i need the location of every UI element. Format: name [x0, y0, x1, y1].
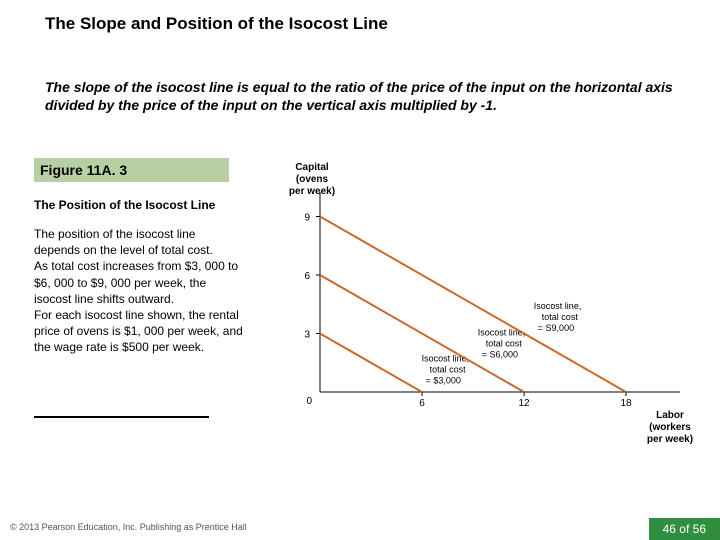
svg-text:Isocost line,: Isocost line,	[422, 354, 470, 364]
divider-line	[34, 416, 209, 418]
svg-text:18: 18	[620, 398, 632, 409]
page-number-badge: 46 of 56	[649, 518, 720, 540]
svg-text:(ovens: (ovens	[296, 174, 329, 185]
svg-text:total cost: total cost	[542, 312, 579, 322]
svg-text:per week): per week)	[647, 434, 693, 445]
svg-text:Labor: Labor	[656, 410, 684, 421]
svg-text:0: 0	[306, 396, 312, 407]
description-text: The slope of the isocost line is equal t…	[45, 78, 675, 114]
page-title: The Slope and Position of the Isocost Li…	[45, 14, 388, 34]
svg-text:= $3,000: = $3,000	[426, 376, 461, 386]
svg-text:per week): per week)	[289, 186, 335, 197]
svg-text:12: 12	[518, 398, 530, 409]
svg-text:6: 6	[419, 398, 425, 409]
svg-text:Isocost line,: Isocost line,	[478, 327, 526, 337]
svg-text:total cost: total cost	[430, 365, 467, 375]
copyright-text: © 2013 Pearson Education, Inc. Publishin…	[10, 522, 247, 532]
figure-body-text: The position of the isocost line depends…	[34, 226, 244, 356]
svg-text:= S6,000: = S6,000	[482, 349, 518, 359]
svg-text:9: 9	[304, 213, 310, 224]
svg-text:Capital: Capital	[295, 162, 329, 173]
figure-label: Figure 11A. 3	[34, 158, 229, 182]
svg-text:Isocost line,: Isocost line,	[534, 301, 582, 311]
isocost-chart: Capital(ovensper week)Labor(workersper w…	[258, 152, 708, 452]
svg-text:total cost: total cost	[486, 338, 523, 348]
svg-text:(workers: (workers	[649, 422, 691, 433]
svg-text:6: 6	[304, 271, 310, 282]
figure-title: The Position of the Isocost Line	[34, 198, 215, 212]
svg-text:3: 3	[304, 330, 310, 341]
svg-text:= S9,000: = S9,000	[538, 323, 574, 333]
